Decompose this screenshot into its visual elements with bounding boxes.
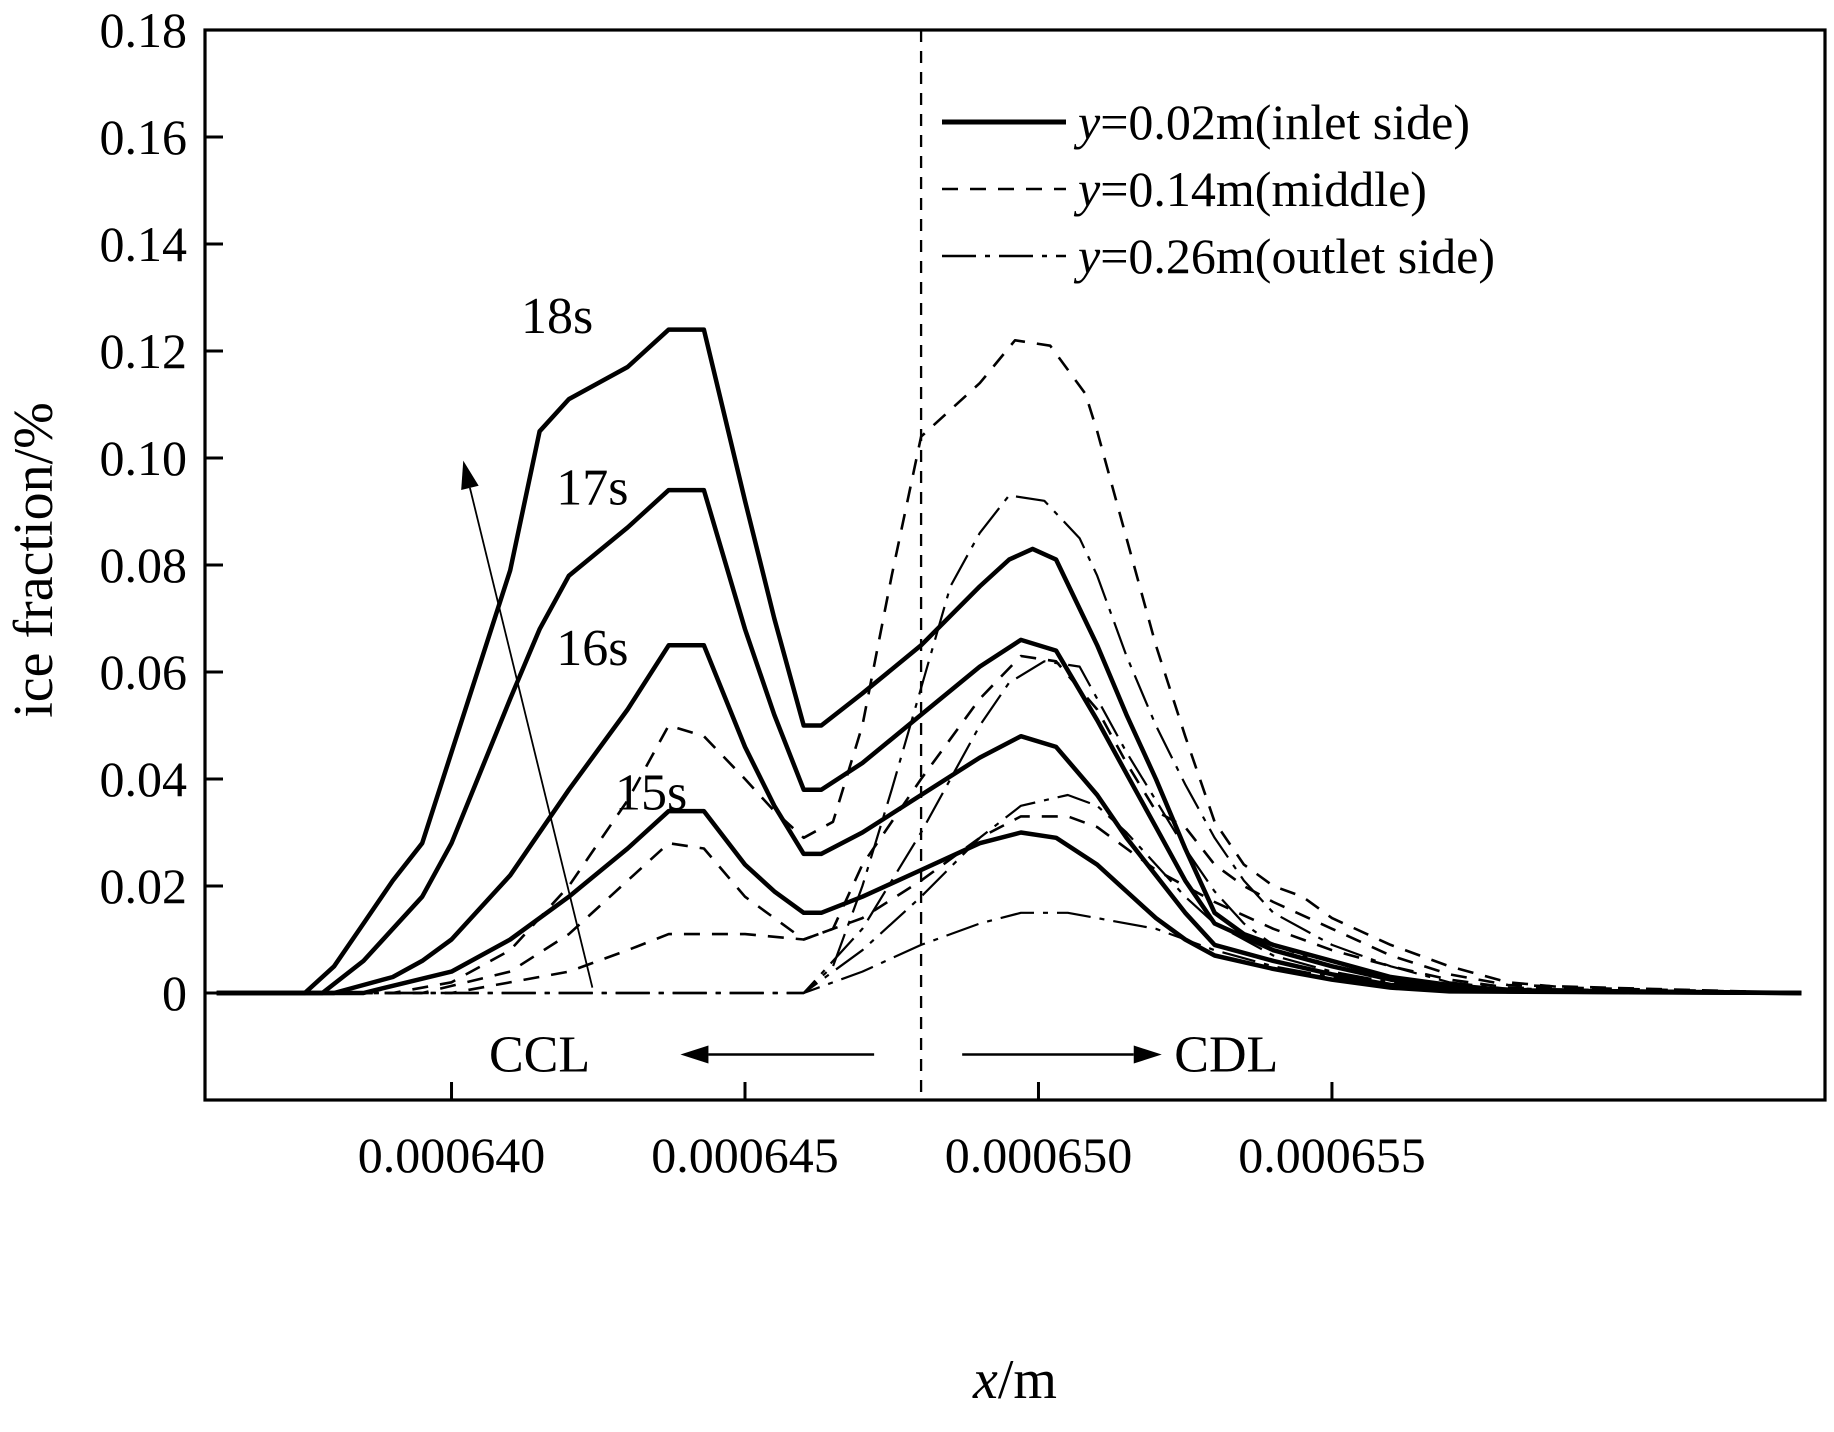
y-tick-label: 0.14	[100, 216, 188, 272]
series-inlet-15s	[216, 808, 1802, 996]
ccl-arrow-head	[680, 1045, 709, 1064]
y-tick-label: 0.16	[100, 109, 188, 165]
y-tick-label: 0.04	[100, 751, 188, 807]
x-tick-label: 0.000640	[358, 1127, 546, 1183]
annotation-18s: 18s	[521, 288, 593, 345]
plot-frame	[203, 28, 1827, 1102]
y-tick-label: 0.02	[100, 858, 188, 914]
annotation-16s: 16s	[556, 620, 628, 677]
y-tick-label: 0.18	[100, 2, 188, 58]
series-outlet-16s	[216, 793, 1802, 995]
time-increase-arrow-head	[461, 460, 479, 491]
y-tick-label: 0.10	[100, 430, 188, 486]
y-tick-label: 0.06	[100, 644, 188, 700]
series-inlet-18s	[216, 327, 1802, 996]
series-middle-18s	[216, 338, 1802, 995]
series-outlet-15s	[216, 911, 1802, 995]
annotation-17s: 17s	[556, 459, 628, 516]
x-tick-label: 0.000645	[651, 1127, 839, 1183]
series-inlet-16s	[216, 643, 1802, 996]
annotation-15s: 15s	[615, 764, 687, 821]
series-outlet-18s	[216, 494, 1802, 995]
y-tick-label: 0.08	[100, 537, 188, 593]
y-axis-label: ice fraction/%	[3, 402, 65, 718]
legend-label-dashed: y=0.14m(middle)	[1073, 161, 1427, 217]
x-tick-label: 0.000650	[945, 1127, 1133, 1183]
legend-label-dashdot: y=0.26m(outlet side)	[1073, 228, 1495, 284]
annotation-cdl: CDL	[1174, 1027, 1278, 1084]
series-middle-16s	[216, 815, 1802, 995]
cdl-arrow-head	[1133, 1045, 1162, 1064]
y-tick-label: 0.12	[100, 323, 188, 379]
x-axis-label: x/m	[972, 1349, 1057, 1411]
series-inlet-17s	[216, 487, 1802, 996]
annotation-ccl: CCL	[489, 1027, 590, 1084]
y-tick-label: 0	[162, 965, 187, 1021]
legend-label-solid: y=0.02m(inlet side)	[1073, 94, 1470, 150]
time-increase-arrow	[469, 487, 594, 988]
x-tick-label: 0.000655	[1238, 1127, 1426, 1183]
series-outlet-17s	[216, 660, 1802, 995]
series-middle-17s	[216, 654, 1802, 995]
